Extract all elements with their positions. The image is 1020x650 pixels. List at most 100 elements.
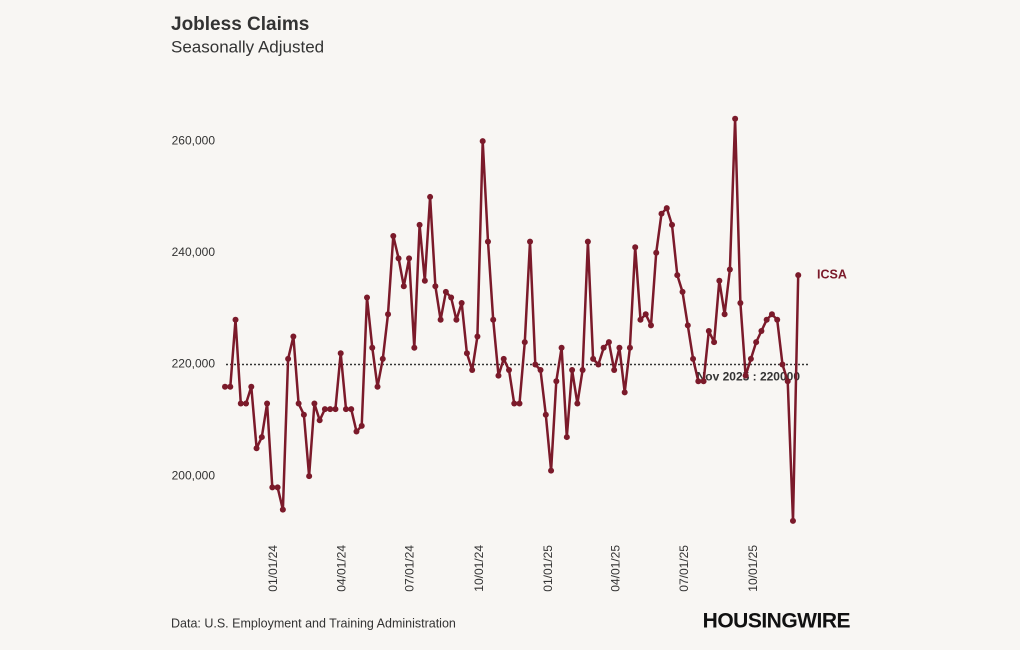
data-point	[264, 400, 271, 407]
source: Data: U.S. Employment and Training Admin…	[171, 616, 456, 630]
x-tick-label: 01/01/24	[266, 545, 280, 592]
data-point	[227, 383, 234, 390]
data-point	[732, 115, 739, 122]
x-tick-label: 10/01/25	[746, 545, 760, 592]
data-point	[469, 367, 476, 374]
data-point	[295, 400, 302, 407]
data-point	[511, 400, 518, 407]
data-point	[448, 294, 455, 301]
data-point	[306, 473, 313, 480]
data-point	[726, 266, 733, 273]
data-point	[458, 300, 465, 307]
data-point	[669, 221, 676, 228]
data-point	[437, 316, 444, 323]
data-point	[574, 400, 581, 407]
data-point	[716, 277, 723, 284]
data-point	[768, 311, 775, 318]
data-point	[658, 210, 665, 217]
data-point	[463, 350, 470, 357]
data-point	[479, 138, 486, 145]
data-point	[779, 361, 786, 368]
data-point	[453, 316, 460, 323]
data-point	[369, 344, 376, 351]
data-point	[653, 249, 660, 256]
data-point	[379, 355, 386, 362]
data-point	[258, 434, 265, 441]
data-point	[406, 255, 413, 262]
data-point	[611, 367, 618, 374]
data-point	[427, 193, 434, 200]
data-point	[390, 233, 397, 240]
data-point	[432, 283, 439, 290]
data-point	[358, 422, 365, 429]
data-point	[600, 344, 607, 351]
data-point	[679, 288, 686, 295]
data-point	[385, 311, 392, 318]
data-point	[400, 283, 407, 290]
data-point	[684, 322, 691, 329]
data-point	[285, 355, 292, 362]
data-point	[416, 221, 423, 228]
data-point	[527, 238, 534, 245]
data-point	[363, 294, 370, 301]
data-point	[663, 205, 670, 212]
data-point	[742, 372, 749, 379]
data-point	[327, 406, 334, 413]
data-point	[222, 383, 229, 390]
data-point	[505, 367, 512, 374]
data-point	[474, 333, 481, 340]
data-point	[563, 434, 570, 441]
data-point	[647, 322, 654, 329]
data-point	[442, 288, 449, 295]
y-tick-label: 220,000	[172, 357, 216, 371]
y-tick-label: 200,000	[172, 468, 216, 482]
data-point	[490, 316, 497, 323]
data-point	[642, 311, 649, 318]
x-tick-label: 07/01/24	[403, 545, 417, 592]
data-point	[579, 367, 586, 374]
data-point	[753, 339, 760, 346]
data-point	[269, 484, 276, 491]
data-point	[569, 367, 576, 374]
data-point	[374, 383, 381, 390]
data-point	[595, 361, 602, 368]
data-point	[311, 400, 318, 407]
data-point	[626, 344, 633, 351]
data-point	[237, 400, 244, 407]
data-point	[500, 355, 507, 362]
logo: HOUSINGWIRE	[703, 610, 851, 633]
data-point	[690, 355, 697, 362]
data-point	[316, 417, 323, 424]
x-tick-label: 10/01/24	[472, 545, 486, 592]
data-point	[758, 327, 765, 334]
data-point	[274, 484, 281, 491]
data-point	[342, 406, 349, 413]
data-point	[590, 355, 597, 362]
data-point	[279, 506, 286, 513]
data-point	[789, 517, 796, 524]
data-point	[321, 406, 328, 413]
data-point	[721, 311, 728, 318]
x-tick-label: 01/01/25	[541, 545, 555, 592]
data-point	[632, 244, 639, 251]
x-tick-label: 04/01/24	[334, 545, 348, 592]
x-tick-label: 07/01/25	[677, 545, 691, 592]
chart-subtitle: Seasonally Adjusted	[171, 37, 324, 56]
data-point	[747, 355, 754, 362]
data-point	[795, 272, 802, 279]
data-point	[484, 238, 491, 245]
data-point	[253, 445, 260, 452]
data-point	[395, 255, 402, 262]
data-point	[521, 339, 528, 346]
data-point	[553, 378, 560, 385]
data-point	[290, 333, 297, 340]
data-point	[763, 316, 770, 323]
data-point	[532, 361, 539, 368]
data-point	[695, 378, 702, 385]
data-point	[558, 344, 565, 351]
data-point	[616, 344, 623, 351]
series-label: ICSA	[817, 267, 847, 281]
